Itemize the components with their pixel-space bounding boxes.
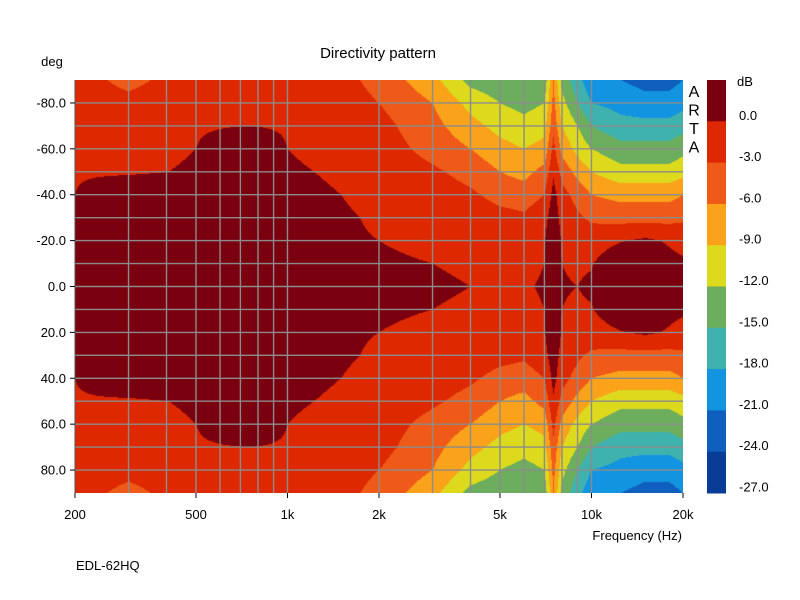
colorbar-tick-label: -15.0 — [739, 314, 769, 329]
colorbar-tick-label: -18.0 — [739, 356, 769, 371]
x-tick-label: 200 — [64, 507, 86, 522]
colorbar-segment — [707, 245, 726, 287]
x-tick-label: 500 — [185, 507, 207, 522]
colorbar-tick-label: 0.0 — [739, 108, 757, 123]
arta-letter: R — [688, 103, 700, 120]
y-tick-label: 60.0 — [41, 417, 66, 432]
colorbar-tick-label: -12.0 — [739, 273, 769, 288]
colorbar-segment — [707, 162, 726, 205]
y-tick-label: -20.0 — [36, 233, 66, 248]
y-tick-label: -80.0 — [36, 95, 66, 110]
colorbar-segment — [707, 80, 726, 122]
x-tick-label: 2k — [372, 507, 386, 522]
x-tick-label: 5k — [493, 507, 507, 522]
grid — [74, 80, 683, 493]
colorbar-label: dB — [737, 74, 753, 89]
colorbar-segment — [707, 369, 726, 411]
colorbar-tick-label: -6.0 — [739, 190, 761, 205]
arta-letter: T — [689, 121, 699, 138]
colorbar-segment — [707, 451, 726, 494]
colorbar-tick-label: -21.0 — [739, 397, 769, 412]
x-tick-label: 1k — [281, 507, 295, 522]
colorbar-tick-label: -27.0 — [739, 480, 769, 495]
y-axis-ticks: -80.0 -60.0 -40.0 -20.0 0.0 20.0 40.0 60.0 80.0 — [36, 95, 75, 478]
y-tick-label: 0.0 — [48, 279, 66, 294]
chart-title: Directivity pattern — [320, 45, 436, 62]
x-tick-label: 10k — [581, 507, 602, 522]
arta-letter: A — [689, 140, 700, 157]
colorbar-segment — [707, 286, 726, 329]
colorbar-segment — [707, 410, 726, 453]
y-tick-label: 20.0 — [41, 325, 66, 340]
colorbar-segment — [707, 203, 726, 246]
y-tick-label: 80.0 — [41, 463, 66, 478]
colorbar-segment — [707, 327, 726, 370]
y-tick-label: -40.0 — [36, 187, 66, 202]
arta-letter: A — [689, 84, 700, 101]
x-axis-label: Frequency (Hz) — [592, 528, 682, 543]
colorbar-tick-label: -3.0 — [739, 149, 761, 164]
colorbar-tick-label: -9.0 — [739, 232, 761, 247]
colorbar-tick-label: -24.0 — [739, 438, 769, 453]
colorbar — [707, 80, 726, 494]
colorbar-segment — [707, 121, 726, 164]
y-tick-label: -60.0 — [36, 141, 66, 156]
x-axis-ticks: 200 500 1k 2k 5k 10k 20k — [64, 493, 694, 522]
footer-label: EDL-62HQ — [76, 558, 140, 573]
y-axis-label: deg — [41, 54, 63, 69]
colorbar-ticks: 0.0 -3.0 -6.0 -9.0 -12.0 -15.0 -18.0 -21.0 -24.0… — [739, 108, 769, 495]
y-tick-label: 40.0 — [41, 371, 66, 386]
x-tick-label: 20k — [673, 507, 694, 522]
